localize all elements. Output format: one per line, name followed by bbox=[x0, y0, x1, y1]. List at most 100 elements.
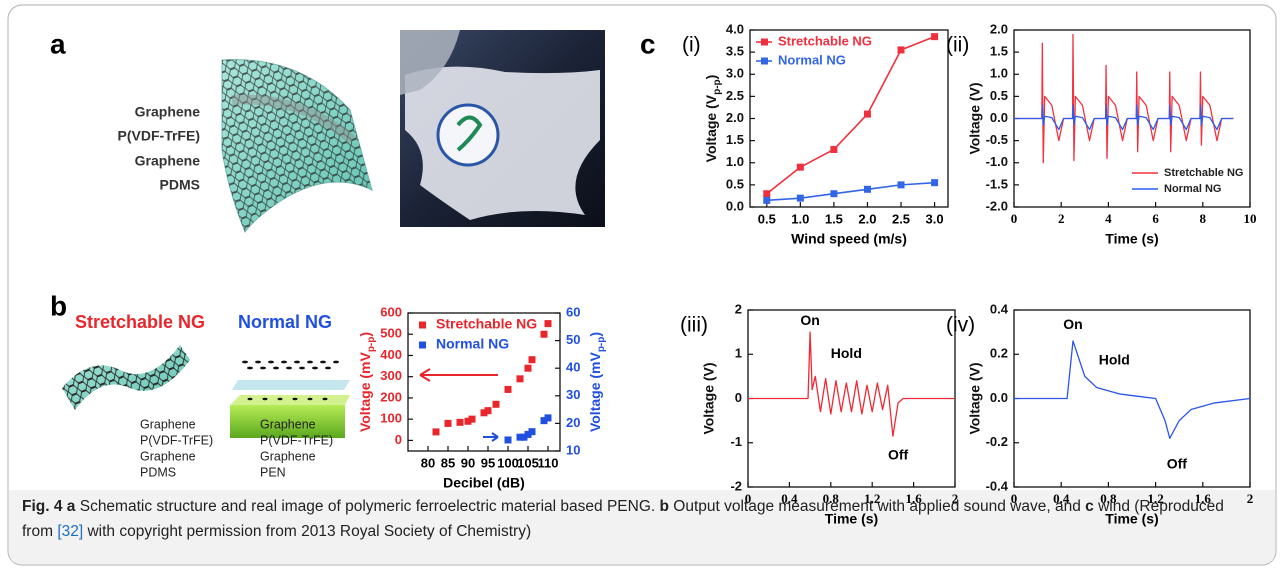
x-tick-label: 85 bbox=[441, 455, 455, 470]
device-title: Normal NG bbox=[238, 312, 332, 332]
caption-text: Output voltage measurement with applied … bbox=[668, 498, 1086, 515]
data-point bbox=[492, 400, 500, 408]
y-tick-label: 0.0 bbox=[726, 198, 744, 213]
data-point bbox=[516, 375, 524, 383]
citation-link[interactable]: [32] bbox=[57, 523, 84, 540]
y-tick-label: 0 bbox=[735, 390, 742, 405]
y-axis-label: Voltage (V) bbox=[701, 362, 717, 434]
x-tick-label: 2.0 bbox=[858, 211, 876, 226]
x-tick-label: 90 bbox=[461, 455, 475, 470]
y-axis-label: Voltage (mVp-p) bbox=[357, 332, 377, 432]
axis-label-part: p-p bbox=[712, 79, 723, 95]
y-tick-label: -0.2 bbox=[986, 434, 1008, 449]
data-point bbox=[796, 163, 804, 171]
chart-title: (ii) bbox=[946, 34, 969, 57]
legend-label: Normal NG bbox=[436, 336, 509, 352]
layer-label: P(VDF-TrFE) bbox=[260, 433, 333, 447]
data-point bbox=[897, 181, 905, 189]
x-axis-label: Decibel (dB) bbox=[443, 475, 525, 491]
annotation: Hold bbox=[831, 345, 862, 361]
layer-label: Graphene bbox=[140, 417, 196, 431]
y-tick-label: 300 bbox=[380, 368, 402, 383]
x-axis-label: Time (s) bbox=[1105, 511, 1158, 527]
y-tick-label: -0.4 bbox=[986, 478, 1009, 493]
x-tick-label: 0.4 bbox=[781, 491, 798, 506]
data-point bbox=[480, 409, 488, 417]
layer-label: Graphene bbox=[260, 417, 316, 431]
data-point bbox=[796, 194, 804, 202]
caption-text: with copyright permission from 2013 Roya… bbox=[83, 523, 532, 540]
y2-tick-label: 60 bbox=[566, 304, 580, 319]
y-tick-label: 0.4 bbox=[990, 301, 1009, 316]
caption-text: b bbox=[659, 498, 669, 515]
x-tick-label: 8 bbox=[1200, 211, 1207, 226]
y2-axis-label: Voltage (mVp-p) bbox=[587, 332, 607, 432]
data-point bbox=[432, 428, 440, 436]
stretchable-schematic bbox=[62, 345, 190, 410]
data-point bbox=[524, 430, 532, 438]
caption-text: wind (Reproduced from bbox=[22, 498, 1224, 540]
layer-label: P(VDF-TrFE) bbox=[140, 433, 213, 447]
layer-label: PDMS bbox=[160, 177, 200, 193]
chart: 80 85 90 95 10010511001002003004005006001020… bbox=[380, 304, 580, 490]
legend-label: Stretchable NG bbox=[436, 316, 537, 332]
y-tick-label: -2 bbox=[730, 478, 742, 493]
data-point bbox=[863, 110, 871, 118]
layer-label: Graphene bbox=[140, 449, 196, 463]
data-point bbox=[484, 407, 492, 415]
chart-title: (iii) bbox=[680, 314, 708, 337]
caption-text: Schematic structure and real image of po… bbox=[75, 498, 660, 515]
chart-title: (iv) bbox=[946, 314, 975, 337]
axis-label-part: Voltage (mV bbox=[587, 352, 603, 433]
series-line bbox=[748, 331, 955, 437]
y-tick-label: 0.5 bbox=[990, 88, 1008, 103]
chart: (iv) 0 0.4 0.8 1.2 1.6 2 -0.4 -0.2 0.0 0.2 0.4 Time … bbox=[946, 301, 1253, 526]
data-point bbox=[444, 419, 452, 427]
data-point bbox=[897, 46, 905, 54]
data-point bbox=[516, 433, 524, 441]
y-tick-label: -2.0 bbox=[986, 198, 1008, 213]
layer-label: Graphene bbox=[135, 104, 201, 120]
x-tick-label: 1.0 bbox=[791, 211, 809, 226]
y-tick-label: -0.5 bbox=[986, 132, 1008, 147]
y-axis-label: Voltage (Vp-p) bbox=[703, 75, 723, 163]
y2-tick-label: 50 bbox=[566, 332, 580, 347]
x-tick-label: 1.6 bbox=[1195, 491, 1212, 506]
y-tick-label: 200 bbox=[380, 389, 402, 404]
annotation: Hold bbox=[1099, 352, 1130, 368]
y-tick-label: -1.0 bbox=[986, 154, 1008, 169]
x-axis-label: Wind speed (m/s) bbox=[791, 231, 907, 247]
axis-label-part: Voltage (V bbox=[703, 94, 719, 162]
data-point bbox=[464, 417, 472, 425]
y-tick-label: 1 bbox=[735, 346, 742, 361]
layer-label: PEN bbox=[260, 465, 286, 479]
data-point bbox=[863, 185, 871, 193]
panel-label: b bbox=[50, 290, 67, 321]
y-tick-label: 2 bbox=[735, 301, 742, 316]
layer-label: PDMS bbox=[140, 465, 176, 479]
chart: (i) 0.5 1.0 1.5 2.0 2.5 3.0 0.0 0.5 1.0 1.5 2.0 2.5 3… bbox=[682, 21, 949, 247]
x-tick-label: 105 bbox=[517, 455, 539, 470]
y-tick-label: 3.5 bbox=[726, 44, 744, 59]
annotation: Off bbox=[1167, 456, 1188, 472]
data-point bbox=[540, 330, 548, 338]
panel-label: c bbox=[640, 28, 656, 59]
x-tick-label: 1.5 bbox=[825, 211, 843, 226]
device-photo bbox=[400, 30, 605, 227]
data-point bbox=[931, 179, 939, 187]
y-tick-label: 400 bbox=[380, 347, 402, 362]
y2-tick-label: 30 bbox=[566, 387, 580, 402]
legend-label: Stretchable NG bbox=[1164, 167, 1243, 179]
y-tick-label: 3.0 bbox=[726, 66, 744, 81]
axis-arrows bbox=[419, 368, 499, 442]
caption-text: a bbox=[62, 498, 76, 515]
panel-label: a bbox=[50, 28, 66, 59]
y-tick-label: 4.0 bbox=[726, 21, 744, 36]
y-tick-label: 500 bbox=[380, 326, 402, 341]
legend-marker bbox=[419, 321, 426, 329]
y-tick-label: -1.5 bbox=[986, 176, 1008, 191]
legend-label: Stretchable NG bbox=[778, 33, 872, 48]
data-point bbox=[763, 190, 771, 198]
y-tick-label: 1.0 bbox=[990, 66, 1008, 81]
